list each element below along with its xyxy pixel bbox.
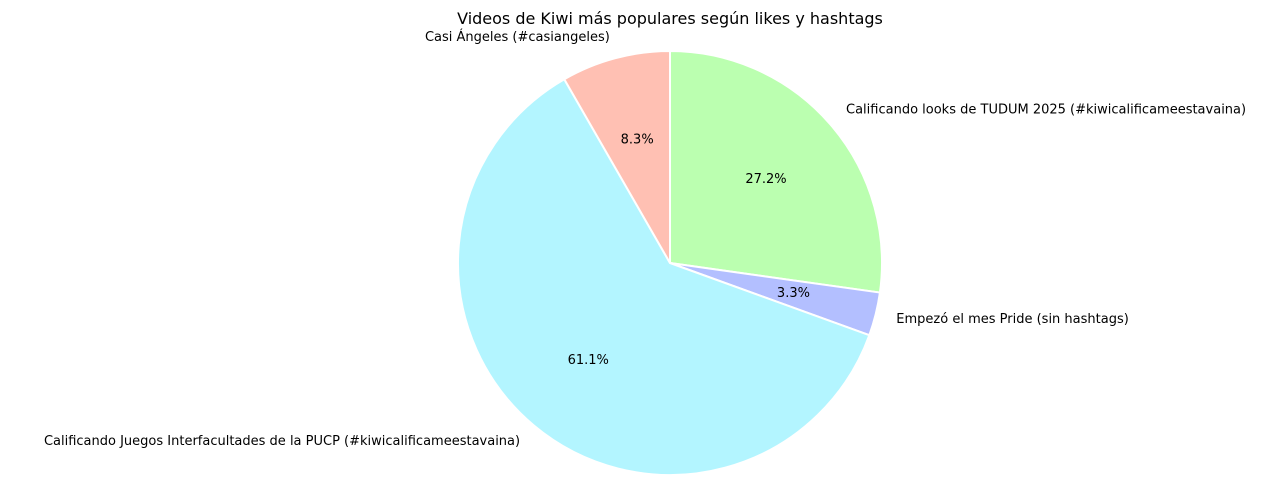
pie-percent-label: 8.3% [621, 133, 654, 148]
pie-percent-label: 61.1% [568, 353, 609, 368]
pie-category-label: Calificando looks de TUDUM 2025 (#kiwica… [846, 103, 1246, 118]
pie-labels: 27.2% Calificando looks de TUDUM 2025 (#k… [44, 29, 1246, 449]
pie-percent-label: 27.2% [745, 172, 786, 187]
pie-slices [457, 50, 883, 476]
pie-category-label: Empezó el mes Pride (sin hashtags) [896, 312, 1129, 327]
chart-title: Videos de Kiwi más populares según likes… [457, 9, 883, 28]
pie-percent-label: 3.3% [777, 286, 810, 301]
pie-category-label: Casi Ángeles (#casiangeles) [425, 29, 610, 45]
pie-category-label: Calificando Juegos Interfacultades de la… [44, 434, 520, 449]
pie-slice-casi-angeles-casiangeles [563, 50, 671, 264]
pie-slice-calificando-looks-de-tudum-2025-kiwicali [669, 50, 883, 294]
pie-slice-calificando-juegos-interfacultades-de-la [457, 78, 871, 476]
